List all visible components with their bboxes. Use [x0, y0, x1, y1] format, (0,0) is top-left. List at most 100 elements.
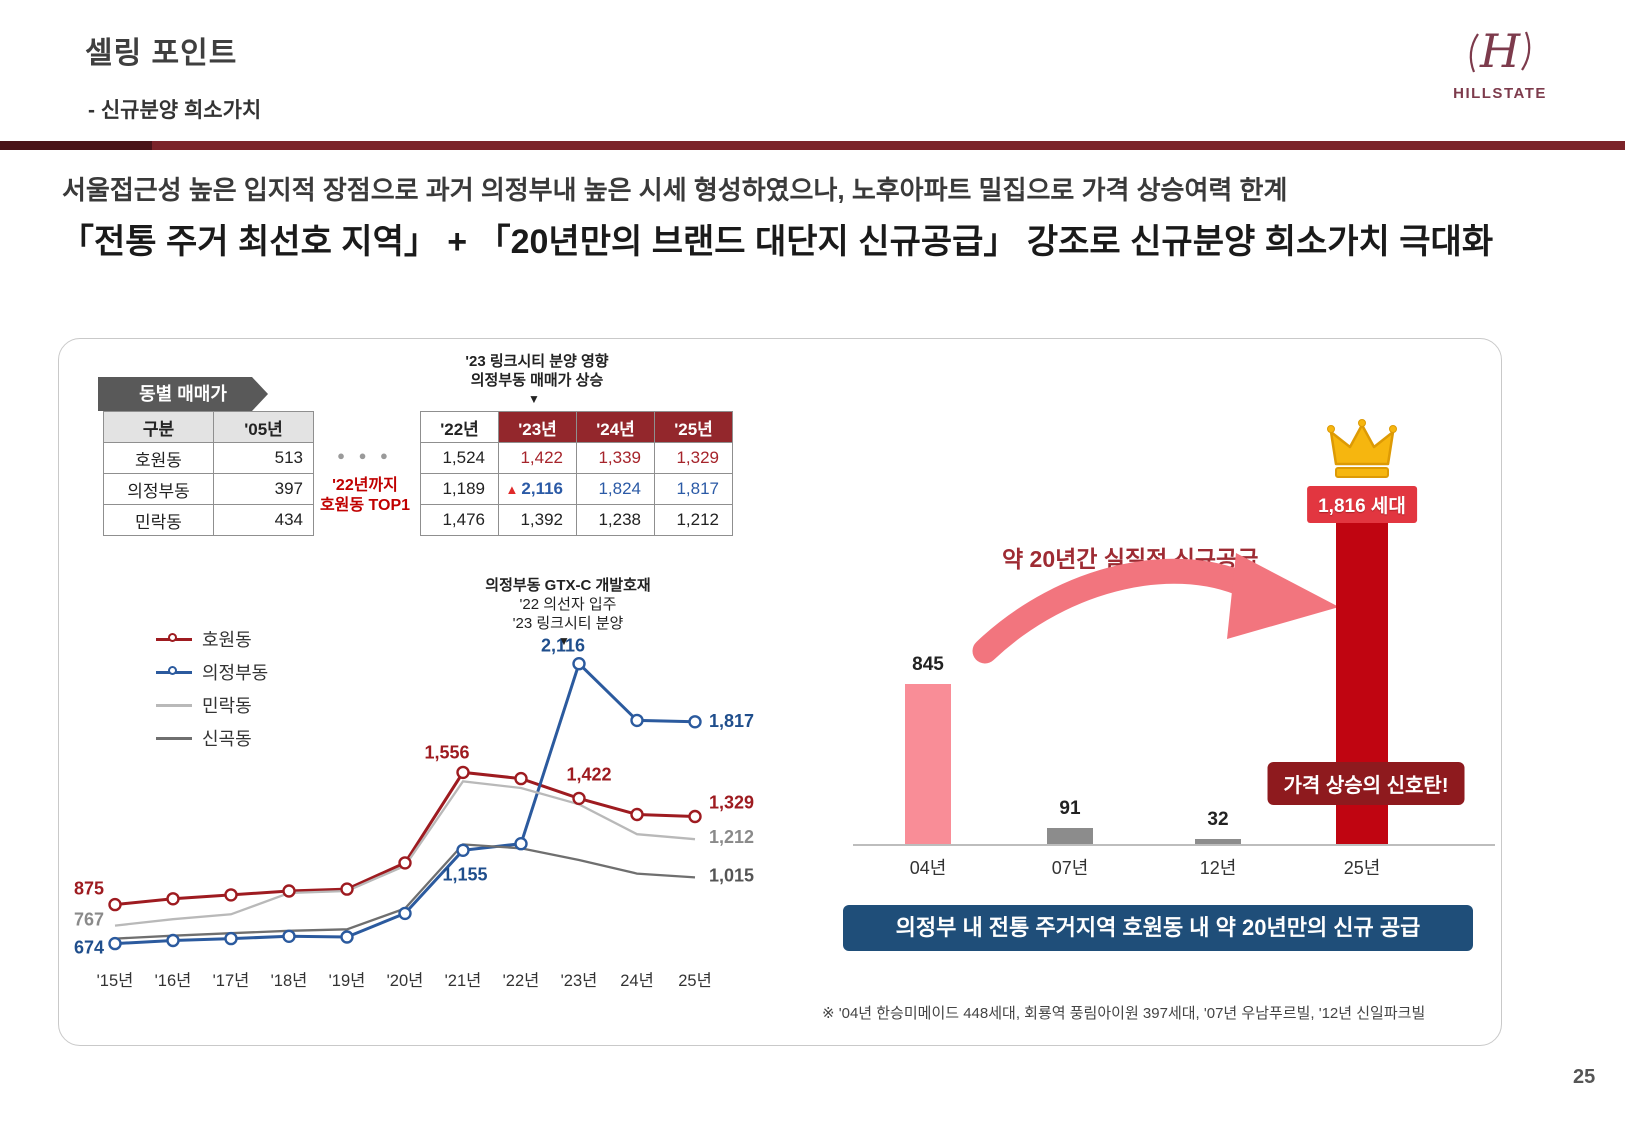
gtx-annotation-line2: '22 의선자 입주 — [519, 596, 617, 613]
table-row-minrak: 1,476 1,392 1,238 1,212 — [420, 504, 733, 536]
bar-category-label: 04년 — [909, 858, 947, 878]
col-header-23: '23년 — [498, 411, 577, 443]
price-value-highlight: ▲ 2,116 — [498, 473, 577, 505]
price-value: 1,189 — [420, 473, 499, 505]
point-marker — [514, 837, 528, 851]
point-marker — [456, 765, 470, 780]
intro-line-2: 「전통 주거 최선호 지역」 + 「20년만의 브랜드 대단지 신규공급」 강조… — [60, 223, 1494, 261]
bar-value-label: 32 — [1207, 808, 1229, 830]
legend-item-singok: 신곡동 — [156, 721, 268, 754]
table-row: 호원동 513 — [103, 442, 314, 474]
legend-label: 호원동 — [202, 629, 252, 650]
bar-category-label: 12년 — [1199, 858, 1237, 878]
bar-12년 — [1195, 838, 1241, 845]
point-marker — [688, 715, 702, 729]
point-label: 1,155 — [442, 864, 487, 884]
point-marker — [340, 882, 354, 896]
units-badge: 1,816 세대 — [1307, 486, 1417, 523]
bar-category-label: 07년 — [1051, 858, 1089, 878]
bar-chart-axis — [853, 844, 1495, 846]
table-header-row: '22년 '23년 '24년 '25년 — [420, 411, 733, 443]
crown-icon — [1327, 419, 1397, 478]
point-marker — [398, 856, 412, 870]
point-marker — [224, 931, 238, 946]
point-marker — [572, 791, 586, 806]
point-label: 1,329 — [709, 793, 754, 813]
district-name: 민락동 — [103, 504, 214, 536]
point-label: 1,422 — [566, 764, 611, 784]
x-tick-label: '19년 — [329, 971, 366, 990]
price-signal-badge: 가격 상승의 신호탄! — [1267, 762, 1465, 805]
point-marker — [282, 884, 296, 898]
point-label: 1,556 — [424, 742, 469, 762]
hillstate-h-icon: H — [1469, 24, 1531, 78]
x-tick-label: '15년 — [97, 971, 134, 990]
point-marker — [166, 933, 180, 948]
supply-arrow-icon — [972, 553, 1339, 664]
price-value: 1,212 — [654, 504, 733, 536]
table-row: 민락동 434 — [103, 504, 314, 536]
x-tick-label: 25년 — [678, 971, 712, 990]
gtx-annotation-line3: '23 링크시티 분양 — [512, 615, 624, 632]
point-label: 2,116 — [541, 636, 585, 656]
page-title: 셀링 포인트 — [85, 37, 238, 70]
point-label: 674 — [74, 938, 104, 958]
x-tick-label: '18년 — [271, 971, 308, 990]
district-name: 호원동 — [103, 442, 214, 474]
bar-value-label: 845 — [912, 654, 944, 676]
point-marker — [630, 713, 644, 728]
point-marker — [514, 771, 528, 786]
point-label: 1,212 — [709, 827, 754, 847]
recent-table-note-line2: 의정부동 매매가 상승 — [470, 372, 604, 389]
table-row-howon: 1,524 1,422 1,339 1,329 — [420, 442, 733, 474]
price-value: 434 — [213, 504, 314, 536]
line-marker-icon — [156, 732, 192, 744]
col-header-24: '24년 — [576, 411, 655, 443]
point-marker — [108, 897, 122, 912]
bar-value-label: 91 — [1059, 797, 1081, 819]
ellipsis-dots-icon: ● ● ● — [337, 448, 393, 463]
point-marker — [224, 888, 238, 902]
price-value: 1,339 — [576, 442, 655, 474]
price-value: 1,238 — [576, 504, 655, 536]
point-marker — [340, 930, 354, 944]
price-value: 1,476 — [420, 504, 499, 536]
point-marker — [630, 807, 644, 822]
hillstate-logo: H HILLSTATE — [1448, 22, 1552, 102]
x-tick-label: '20년 — [387, 971, 424, 990]
up-arrow-icon: ▲ — [505, 482, 519, 497]
header-divider — [0, 141, 1625, 150]
line-marker-icon — [156, 665, 192, 678]
legend-item-howon: 호원동 — [156, 622, 268, 655]
price-value: 2,116 — [521, 479, 563, 498]
page-subtitle: - 신규분양 희소가치 — [88, 99, 262, 122]
point-marker — [688, 809, 702, 824]
top1-note-line1: '22년까지 — [332, 477, 398, 494]
header-divider-accent — [0, 141, 152, 150]
price-value: 1,524 — [420, 442, 499, 474]
recent-table-note-line1: '23 링크시티 분양 영향 — [465, 353, 609, 370]
table-row: 의정부동 397 — [103, 473, 314, 505]
legend-label: 신곡동 — [202, 728, 252, 749]
x-tick-label: 24년 — [620, 971, 654, 990]
line-marker-icon — [156, 632, 192, 645]
price-value: 1,824 — [576, 473, 655, 505]
recent-table-note: '23 링크시티 분양 영향 의정부동 매매가 상승 — [437, 352, 637, 390]
price-value: 513 — [213, 442, 314, 474]
point-label: 767 — [74, 910, 104, 930]
point-marker — [108, 936, 122, 951]
gtx-annotation: 의정부동 GTX-C 개발호재 '22 의선자 입주 '23 링크시티 분양 — [480, 576, 656, 633]
annotation-pointer-icon: ▼ — [528, 392, 540, 406]
col-header-25: '25년 — [654, 411, 733, 443]
point-label: 1,015 — [709, 865, 754, 885]
top1-note-line2: 호원동 TOP1 — [319, 497, 411, 514]
supply-banner: 의정부 내 전통 주거지역 호원동 내 약 20년만의 신규 공급 — [843, 905, 1473, 951]
page-number: 25 — [1573, 1066, 1596, 1088]
point-marker — [572, 656, 586, 671]
bar-category-label: 25년 — [1343, 858, 1381, 878]
top1-note: '22년까지 호원동 TOP1 — [305, 476, 425, 516]
annotation-pointer-icon: ▼ — [558, 634, 570, 648]
point-label: 875 — [74, 879, 104, 899]
